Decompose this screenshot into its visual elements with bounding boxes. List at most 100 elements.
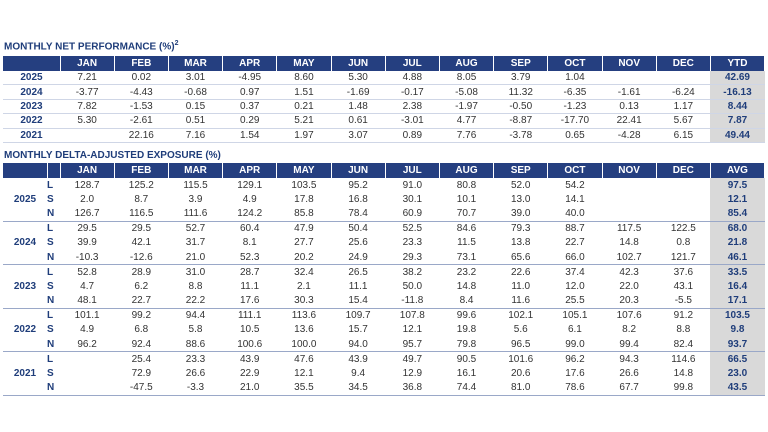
value-cell: -17.70 (547, 113, 603, 129)
value-cell: 65.6 (493, 249, 548, 266)
value-cell: 91.0 (402, 179, 423, 191)
value-cell: -3.01 (385, 113, 440, 129)
value-cell: 21.0 (168, 249, 223, 266)
value-cell: 14.1 (565, 193, 585, 205)
value-cell: -6.35 (547, 84, 603, 100)
header-cell (3, 56, 61, 71)
value-cell: 14.8 (619, 237, 639, 249)
value-cell: 81.0 (493, 380, 548, 396)
data-row: N 126.7 116.5 111.6 124.2 85.8 78.4 60.9 70.7 39.… (3, 206, 765, 222)
header-row: JAN FEB MAR APR MAY JUN JUL AUG SEP OCT NOV DEC AVG (3, 163, 766, 178)
value-cell: 52.3 (222, 249, 277, 266)
value-cell: 52.7 (185, 223, 206, 235)
value-cell (656, 71, 711, 86)
value-cell: -2.61 (114, 113, 169, 129)
footnote-mark: 2 (174, 40, 179, 47)
value-cell: -6.24 (656, 84, 711, 100)
value-cell: 99.2 (131, 310, 152, 322)
value-cell: 52.8 (77, 266, 97, 278)
value-cell: 26.6 (185, 368, 206, 380)
value-cell: 25.6 (348, 237, 368, 249)
value-cell: 29.3 (385, 249, 440, 266)
exposure-table: JAN FEB MAR APR MAY JUN JUL AUG SEP OCT NOV DEC AVG 2… (3, 163, 766, 396)
value-cell: 101.6 (508, 353, 534, 365)
value-cell: 47.9 (294, 223, 314, 235)
value-cell: -12.6 (114, 249, 169, 266)
value-cell: 22.6 (510, 266, 531, 278)
value-cell: 16.8 (348, 193, 368, 205)
total-cell: 85.4 (710, 206, 765, 222)
data-row: N 96.2 92.4 88.6 100.6 100.0 94.0 95.7 79.8 96.5 9… (3, 337, 765, 353)
value-cell: 4.9 (80, 324, 95, 336)
value-cell: 1.48 (331, 99, 386, 115)
value-cell: -4.28 (602, 128, 657, 143)
value-cell: 8.8 (188, 280, 203, 292)
value-cell: 90.5 (456, 353, 477, 365)
total-cell: 17.1 (710, 293, 765, 309)
section-title: MONTHLY NET PERFORMANCE (%)2 (4, 40, 178, 52)
value-cell: 2.38 (385, 99, 440, 115)
value-cell: 88.6 (168, 337, 223, 353)
value-cell: 101.1 (74, 310, 100, 322)
value-cell: 5.21 (276, 113, 332, 129)
value-cell: 5.67 (656, 113, 711, 129)
header-cell: AUG (439, 163, 495, 178)
value-cell: 99.6 (456, 310, 477, 322)
header-cell: AUG (439, 56, 495, 71)
value-cell: 6.2 (134, 280, 149, 292)
value-cell: 31.0 (185, 266, 206, 278)
value-cell: 0.89 (385, 128, 440, 143)
value-cell: 102.7 (602, 249, 657, 266)
total-cell: 66.5 (710, 351, 765, 367)
total-cell: 93.7 (710, 337, 765, 353)
value-cell: -1.53 (114, 99, 169, 115)
value-cell: 7.76 (439, 128, 494, 143)
data-row: N -47.5 -3.3 21.0 35.5 34.5 36.8 74.4 81.0 78.6 67… (3, 380, 765, 396)
value-cell: 0.61 (331, 113, 386, 129)
value-cell: 8.4 (439, 293, 494, 309)
value-cell: 109.7 (345, 310, 371, 322)
value-cell: 14.8 (673, 368, 694, 380)
value-cell: 50.4 (348, 223, 368, 235)
header-cell: JUN (331, 56, 386, 71)
value-cell: 7.21 (60, 71, 115, 86)
value-cell: 115.5 (183, 179, 208, 191)
value-cell: 50.0 (402, 280, 423, 292)
value-cell: 95.7 (385, 337, 440, 353)
header-cell: APR (222, 163, 278, 178)
value-cell: 15.4 (331, 293, 386, 309)
performance-table: JAN FEB MAR APR MAY JUN JUL AUG SEP OCT NOV DEC YTD 2… (3, 56, 766, 143)
value-cell: 99.4 (602, 337, 657, 353)
data-row: S 4.7 6.2 8.8 11.1 2.1 11.1 50.0 14.8 11.0 12.0 22.… (3, 279, 765, 294)
value-cell (60, 352, 114, 367)
value-cell: -0.68 (168, 84, 223, 100)
value-cell: 5.30 (60, 113, 115, 129)
value-cell: 78.4 (331, 206, 386, 222)
total-cell: 33.5 (710, 264, 765, 280)
data-row: 2022 L 101.1 99.2 94.4 111.1 113.6 109.7 107.8 99… (3, 308, 765, 353)
total-cell: 9.8 (710, 322, 765, 338)
value-cell: 48.1 (60, 293, 115, 309)
header-cell: JAN (60, 56, 115, 71)
exposure-label: S (47, 193, 54, 205)
value-cell: -1.97 (439, 99, 494, 115)
header-cell: AVG (710, 163, 766, 178)
value-cell: 6.8 (134, 324, 149, 336)
value-cell: 11.32 (493, 84, 548, 100)
total-cell: 8.44 (710, 99, 765, 115)
total-cell: 103.5 (710, 308, 765, 323)
year-cell: 2025 (3, 71, 61, 86)
header-cell: MAY (276, 56, 332, 71)
value-cell: 52.0 (510, 179, 531, 191)
value-cell: 8.2 (622, 324, 637, 336)
total-cell: 43.5 (710, 380, 765, 396)
data-row: 2025 7.21 0.02 3.01 -4.95 8.60 5.30 4.88 8.05 3.7… (3, 71, 765, 86)
data-row: S 2.0 8.7 3.9 4.9 17.8 16.8 30.1 10.1 13.0 14.1 12.… (3, 192, 765, 207)
value-cell: 84.6 (456, 223, 477, 235)
value-cell: 0.65 (547, 128, 603, 143)
value-cell: 39.9 (77, 237, 97, 249)
header-cell: MAR (168, 163, 224, 178)
value-cell: 16.1 (456, 368, 477, 380)
value-cell: 7.82 (60, 99, 115, 115)
value-cell: 125.2 (128, 179, 154, 191)
